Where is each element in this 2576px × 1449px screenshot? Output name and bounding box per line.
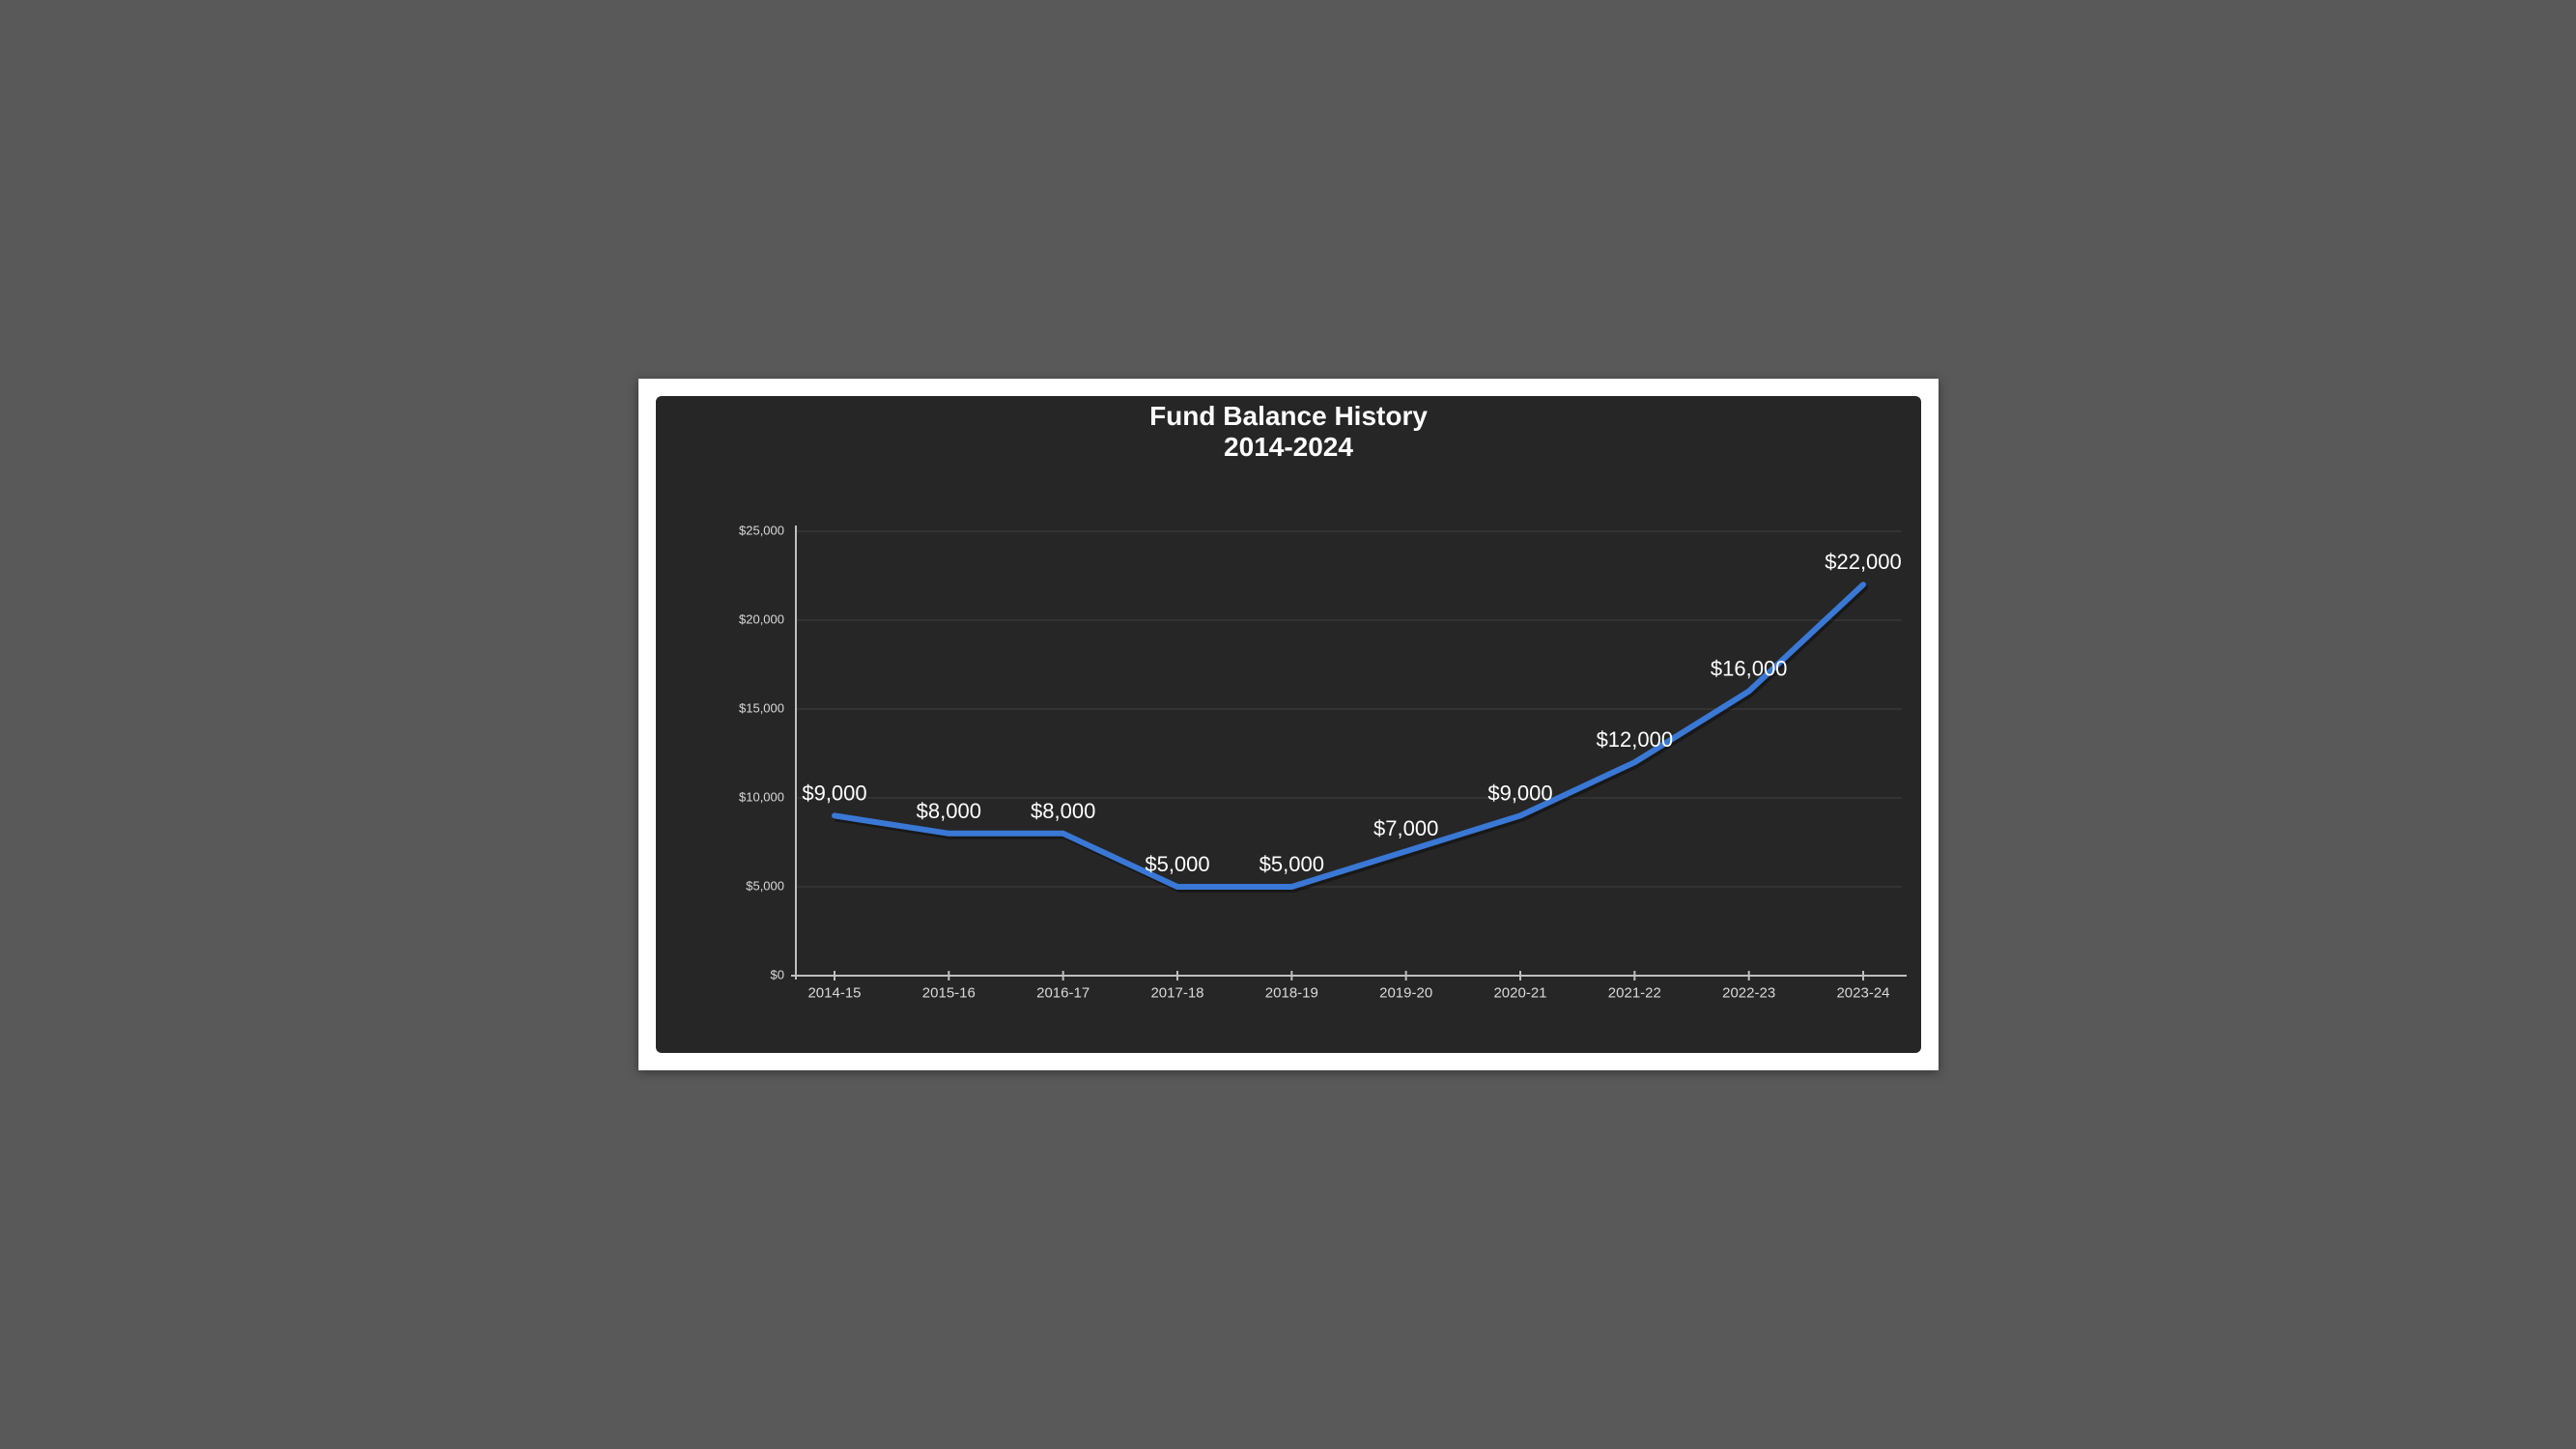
x-tick-label: 2015-16	[921, 984, 975, 1001]
data-label: $7,000	[1373, 816, 1438, 840]
y-tick-label: $10,000	[739, 789, 784, 804]
data-label: $8,000	[916, 799, 980, 823]
x-tick-label: 2019-20	[1379, 984, 1432, 1001]
x-tick-label: 2017-18	[1150, 984, 1203, 1001]
x-tick-label: 2023-24	[1836, 984, 1889, 1001]
y-tick-label: $15,000	[739, 700, 784, 715]
data-label: $16,000	[1710, 657, 1787, 681]
data-label: $9,000	[1487, 781, 1552, 805]
fund-balance-line-chart: Fund Balance History2014-2024 $0 $5,000 $10…	[656, 396, 1921, 1053]
x-tick-label: 2022-23	[1722, 984, 1775, 1001]
series-shadow	[836, 587, 1865, 890]
series-line	[835, 584, 1863, 887]
x-tick-label: 2016-17	[1036, 984, 1090, 1001]
y-tick-label: $5,000	[746, 878, 784, 893]
data-label: $12,000	[1596, 727, 1673, 752]
data-label: $8,000	[1031, 799, 1095, 823]
y-tick-label: $20,000	[739, 611, 784, 626]
slide-frame: Fund Balance History2014-2024 $0 $5,000 $10…	[638, 379, 1939, 1070]
x-tick-label: 2018-19	[1264, 984, 1317, 1001]
x-tick-label: 2014-15	[807, 984, 861, 1001]
y-tick-label: $25,000	[739, 523, 784, 537]
chart-title-line1: Fund Balance History	[1149, 401, 1428, 431]
y-tick-label: $0	[770, 967, 783, 981]
data-label: $9,000	[802, 781, 866, 805]
x-tick-label: 2021-22	[1607, 984, 1660, 1001]
data-label: $5,000	[1145, 852, 1209, 876]
chart-panel: Fund Balance History2014-2024 $0 $5,000 $10…	[656, 396, 1921, 1053]
data-label: $22,000	[1825, 550, 1902, 574]
x-tick-label: 2020-21	[1493, 984, 1546, 1001]
chart-title-line2: 2014-2024	[1224, 432, 1353, 462]
data-label: $5,000	[1259, 852, 1323, 876]
